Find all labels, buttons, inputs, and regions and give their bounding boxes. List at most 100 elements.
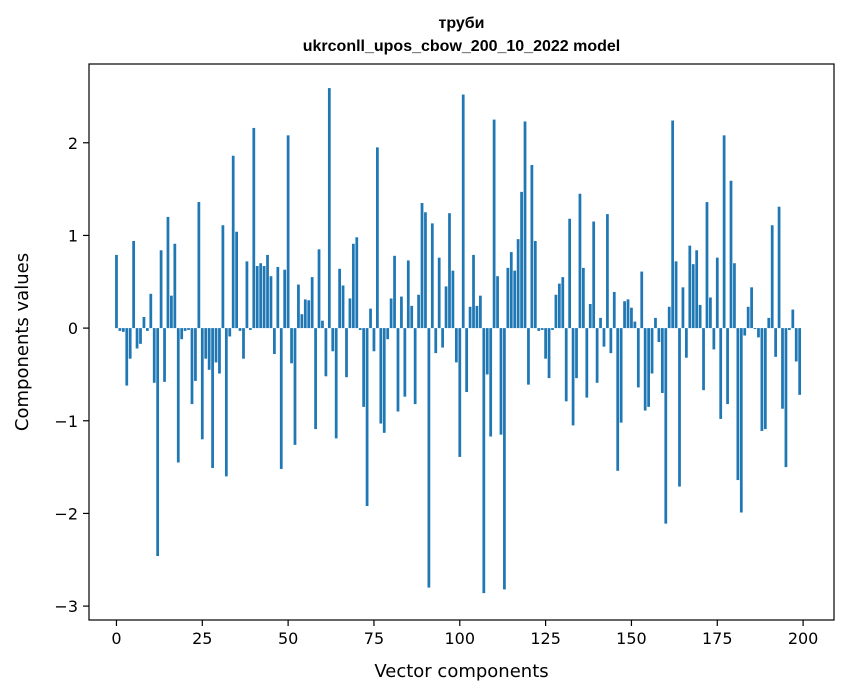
bar-2 bbox=[121, 328, 125, 332]
bar-13 bbox=[159, 250, 163, 329]
bar-187 bbox=[757, 328, 760, 338]
bar-124 bbox=[540, 328, 544, 330]
bar-144 bbox=[609, 328, 613, 354]
bar-67 bbox=[345, 328, 348, 378]
bar-114 bbox=[506, 267, 510, 329]
bar-154 bbox=[643, 328, 647, 411]
bar-103 bbox=[468, 306, 472, 329]
bar-140 bbox=[595, 328, 599, 383]
bar-162 bbox=[671, 120, 675, 329]
bar-118 bbox=[520, 191, 523, 329]
bar-111 bbox=[496, 276, 499, 329]
bar-119 bbox=[523, 121, 527, 329]
bar-47 bbox=[276, 266, 280, 329]
bar-1 bbox=[118, 328, 122, 331]
bar-113 bbox=[503, 328, 506, 590]
bar-108 bbox=[485, 328, 489, 375]
bars-group bbox=[115, 88, 802, 594]
bar-24 bbox=[197, 202, 201, 329]
bar-112 bbox=[499, 328, 503, 435]
bar-79 bbox=[386, 328, 390, 340]
bar-167 bbox=[688, 245, 692, 329]
bar-30 bbox=[218, 328, 221, 374]
bar-40 bbox=[252, 127, 256, 329]
bar-99 bbox=[454, 328, 458, 363]
y-tick-label: −3 bbox=[54, 597, 78, 616]
x-tick-label: 0 bbox=[111, 629, 121, 648]
bar-149 bbox=[626, 299, 630, 329]
bar-127 bbox=[551, 328, 554, 330]
bar-39 bbox=[248, 328, 252, 330]
bar-15 bbox=[166, 216, 170, 329]
y-axis-ticks: −3 −2 −1 0 1 2 bbox=[54, 134, 89, 616]
bar-10 bbox=[149, 293, 153, 329]
bar-164 bbox=[678, 328, 681, 487]
x-tick-label: 100 bbox=[445, 629, 476, 648]
y-tick-label: −1 bbox=[54, 412, 78, 431]
bar-158 bbox=[657, 328, 661, 342]
y-axis-label: Components values bbox=[12, 253, 33, 431]
bar-182 bbox=[739, 328, 743, 513]
bar-14 bbox=[163, 328, 166, 382]
bar-57 bbox=[310, 277, 314, 329]
bar-181 bbox=[736, 328, 740, 481]
bar-72 bbox=[362, 328, 366, 407]
bar-179 bbox=[729, 180, 733, 329]
bar-117 bbox=[516, 239, 520, 329]
bar-105 bbox=[475, 305, 479, 329]
bar-8 bbox=[142, 316, 146, 329]
bar-97 bbox=[448, 213, 451, 329]
bar-142 bbox=[602, 328, 606, 347]
bar-5 bbox=[132, 240, 136, 329]
x-tick-label: 200 bbox=[788, 629, 819, 648]
bar-0 bbox=[115, 254, 118, 329]
bar-87 bbox=[413, 328, 417, 405]
bar-3 bbox=[125, 328, 129, 386]
bar-70 bbox=[355, 237, 359, 329]
bar-12 bbox=[156, 328, 160, 557]
bar-28 bbox=[211, 328, 214, 469]
plot-frame bbox=[88, 63, 835, 621]
y-tick-label: −2 bbox=[54, 504, 78, 523]
bar-195 bbox=[784, 328, 788, 468]
bar-78 bbox=[382, 328, 386, 433]
bar-89 bbox=[420, 203, 424, 329]
bar-52 bbox=[293, 328, 297, 445]
bar-93 bbox=[434, 328, 438, 354]
bar-141 bbox=[599, 317, 602, 329]
bar-55 bbox=[303, 299, 307, 329]
bar-36 bbox=[238, 328, 242, 331]
bar-152 bbox=[636, 328, 640, 388]
bar-43 bbox=[262, 266, 266, 329]
bar-197 bbox=[791, 309, 795, 329]
bar-155 bbox=[647, 328, 650, 407]
bar-6 bbox=[135, 328, 139, 349]
bar-33 bbox=[228, 328, 232, 337]
chart-subtitle: ukrconll_upos_cbow_200_10_2022 model bbox=[303, 38, 620, 55]
bar-183 bbox=[743, 328, 747, 336]
bar-193 bbox=[777, 206, 781, 329]
bar-68 bbox=[348, 298, 352, 329]
chart-title: труби bbox=[438, 15, 484, 32]
y-tick-label: 0 bbox=[68, 319, 78, 338]
bar-51 bbox=[290, 328, 293, 364]
bar-85 bbox=[406, 260, 410, 329]
bar-100 bbox=[458, 328, 462, 457]
bar-199 bbox=[798, 328, 802, 395]
bar-101 bbox=[461, 94, 465, 329]
bar-31 bbox=[221, 225, 225, 329]
bar-34 bbox=[231, 155, 235, 329]
bar-26 bbox=[204, 328, 208, 359]
bar-186 bbox=[753, 328, 757, 330]
bar-185 bbox=[750, 287, 753, 329]
bar-20 bbox=[183, 328, 187, 331]
bar-157 bbox=[654, 317, 657, 329]
x-tick-label: 175 bbox=[702, 629, 733, 648]
x-tick-label: 25 bbox=[192, 629, 212, 648]
bar-63 bbox=[331, 328, 335, 352]
bar-116 bbox=[513, 270, 517, 329]
bar-4 bbox=[128, 328, 132, 359]
bar-58 bbox=[314, 328, 317, 430]
bar-9 bbox=[145, 328, 149, 331]
bar-151 bbox=[633, 321, 637, 329]
